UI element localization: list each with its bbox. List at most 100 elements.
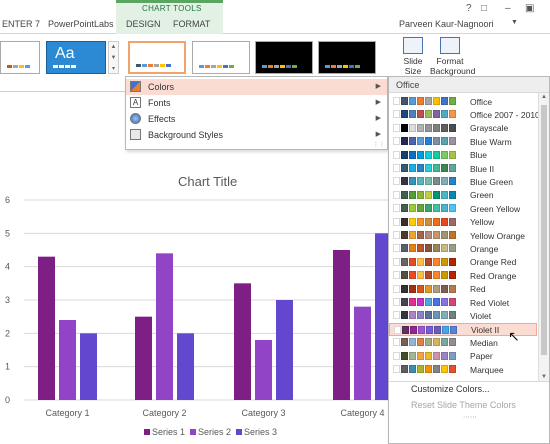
menu-item-colors[interactable]: Colors ▶ bbox=[126, 79, 387, 95]
x-tick-label[interactable]: Category 1 bbox=[45, 408, 89, 418]
legend-swatch[interactable] bbox=[236, 429, 242, 435]
legend-label[interactable]: Series 2 bbox=[198, 427, 231, 437]
tab-enter7[interactable]: ENTER 7 bbox=[2, 19, 41, 29]
legend-swatch[interactable] bbox=[144, 429, 150, 435]
color-swatch bbox=[401, 311, 408, 320]
color-scheme-row[interactable]: Orange Red bbox=[389, 256, 537, 269]
customize-colors-item[interactable]: Customize Colors... bbox=[411, 384, 490, 394]
color-swatch bbox=[393, 123, 400, 132]
color-scheme-row[interactable]: Blue bbox=[389, 149, 537, 162]
color-scheme-row[interactable]: Blue Warm bbox=[389, 135, 537, 148]
color-scheme-row[interactable]: Orange bbox=[389, 242, 537, 255]
menu-item-effects[interactable]: Effects ▶ bbox=[126, 111, 387, 127]
theme-thumbnail-office[interactable]: Aa bbox=[46, 41, 106, 74]
color-swatches bbox=[393, 137, 456, 146]
variant-thumbnail-3[interactable] bbox=[255, 41, 313, 74]
variant-thumbnail-4[interactable] bbox=[318, 41, 376, 74]
account-chevron-icon[interactable]: ▼ bbox=[511, 19, 518, 26]
color-swatches bbox=[393, 123, 456, 132]
color-scheme-row[interactable]: Blue Green bbox=[389, 175, 537, 188]
color-swatch bbox=[417, 190, 424, 199]
color-scheme-row[interactable]: Green Yellow bbox=[389, 202, 537, 215]
scroll-down-icon[interactable]: ▼ bbox=[541, 374, 547, 380]
color-scheme-row[interactable]: Red Violet bbox=[389, 296, 537, 309]
legend-swatch[interactable] bbox=[190, 429, 196, 435]
chart-bar[interactable] bbox=[177, 333, 194, 400]
tab-design[interactable]: DESIGN bbox=[126, 19, 161, 29]
y-tick-label[interactable]: 6 bbox=[5, 195, 10, 205]
scroll-up-icon[interactable]: ▲ bbox=[541, 94, 547, 100]
color-scheme-row[interactable]: Yellow bbox=[389, 216, 537, 229]
chart[interactable]: 0 1 2 3 4 5 6 Category 1 Category 2 Category 3 Cat… bbox=[0, 92, 539, 444]
menu-item-fonts[interactable]: A Fonts ▶ bbox=[126, 95, 387, 111]
legend-label[interactable]: Series 1 bbox=[152, 427, 185, 437]
chart-bar[interactable] bbox=[80, 333, 97, 400]
y-tick-label[interactable]: 3 bbox=[5, 295, 10, 305]
y-tick-label[interactable]: 5 bbox=[5, 228, 10, 238]
color-scheme-row[interactable]: Grayscale bbox=[389, 122, 537, 135]
legend-label[interactable]: Series 3 bbox=[244, 427, 277, 437]
chart-bar[interactable] bbox=[59, 320, 76, 400]
minimize-icon[interactable]: – bbox=[505, 3, 511, 14]
x-tick-label[interactable]: Category 4 bbox=[340, 408, 384, 418]
colors-scroll-thumb[interactable] bbox=[541, 105, 547, 355]
resize-grip-icon[interactable]: ⋮⋮ bbox=[373, 142, 385, 148]
restore-icon[interactable]: ▣ bbox=[525, 3, 535, 14]
color-scheme-row[interactable]: Median bbox=[389, 336, 537, 349]
chart-bar[interactable] bbox=[255, 340, 272, 400]
color-scheme-row[interactable]: Red Orange bbox=[389, 269, 537, 282]
color-scheme-row[interactable]: Blue II bbox=[389, 162, 537, 175]
color-swatch bbox=[417, 284, 424, 293]
menu-item-background-styles[interactable]: Background Styles ▶ bbox=[126, 127, 387, 143]
color-swatch bbox=[442, 325, 449, 334]
help-icon[interactable]: ? bbox=[466, 3, 472, 14]
y-tick-label[interactable]: 4 bbox=[5, 262, 10, 272]
chart-bar[interactable] bbox=[276, 300, 293, 400]
chart-bar[interactable] bbox=[375, 233, 392, 400]
chart-bar[interactable] bbox=[38, 256, 55, 400]
color-scheme-row[interactable]: Violet bbox=[389, 309, 537, 322]
color-scheme-row[interactable]: Office bbox=[389, 95, 537, 108]
color-swatch bbox=[417, 338, 424, 347]
y-tick-label[interactable]: 0 bbox=[5, 395, 10, 405]
y-tick-label[interactable]: 2 bbox=[5, 328, 10, 338]
color-scheme-row[interactable]: Yellow Orange bbox=[389, 229, 537, 242]
color-swatch bbox=[409, 137, 416, 146]
color-scheme-row[interactable]: Marquee bbox=[389, 363, 537, 376]
color-swatch bbox=[393, 217, 400, 226]
chart-bar[interactable] bbox=[333, 250, 350, 400]
ribbon-display-icon[interactable]: □ bbox=[481, 3, 488, 14]
color-scheme-row[interactable]: Office 2007 - 2010 bbox=[389, 108, 540, 121]
tab-powerpointlabs[interactable]: PowerPointLabs bbox=[48, 19, 114, 29]
x-tick-label[interactable]: Category 2 bbox=[142, 408, 186, 418]
color-scheme-name: Blue Green bbox=[470, 176, 513, 187]
gallery-more-icon[interactable]: ▾ bbox=[111, 66, 115, 72]
color-swatch bbox=[449, 110, 456, 119]
chart-bar[interactable] bbox=[234, 283, 251, 400]
theme-thumbnail-prev[interactable] bbox=[0, 41, 40, 74]
variant-thumbnail-1[interactable] bbox=[128, 41, 186, 74]
format-background-button[interactable]: Format Background bbox=[430, 37, 475, 76]
color-scheme-row[interactable]: Violet II bbox=[389, 322, 537, 337]
colors-scrollbar[interactable]: ▲ ▼ bbox=[538, 93, 549, 381]
color-swatches bbox=[393, 204, 456, 213]
chart-bar[interactable] bbox=[135, 316, 152, 400]
slide-size-button[interactable]: Slide Size bbox=[398, 37, 428, 76]
user-account-name[interactable]: Parveen Kaur-Nagnoori bbox=[399, 19, 494, 29]
color-scheme-row[interactable]: Green bbox=[389, 189, 537, 202]
color-scheme-row[interactable]: Paper bbox=[389, 350, 537, 363]
variant-thumbnail-2[interactable] bbox=[192, 41, 250, 74]
theme-gallery-scroll[interactable]: ▲ ▼ ▾ bbox=[108, 41, 119, 74]
color-scheme-row[interactable]: Red bbox=[389, 283, 537, 296]
x-tick-label[interactable]: Category 3 bbox=[241, 408, 285, 418]
y-tick-label[interactable]: 1 bbox=[5, 362, 10, 372]
color-scheme-name: Green bbox=[470, 190, 494, 201]
chart-bar[interactable] bbox=[354, 306, 371, 400]
chart-bar[interactable] bbox=[156, 253, 173, 400]
tab-format[interactable]: FORMAT bbox=[173, 19, 211, 29]
gallery-up-icon[interactable]: ▲ bbox=[110, 44, 117, 50]
gallery-down-icon[interactable]: ▼ bbox=[110, 55, 117, 61]
chart-title[interactable]: Chart Title bbox=[178, 174, 238, 189]
resize-grip-icon[interactable]: ⋯⋯ bbox=[463, 414, 477, 421]
color-swatch bbox=[433, 271, 440, 280]
